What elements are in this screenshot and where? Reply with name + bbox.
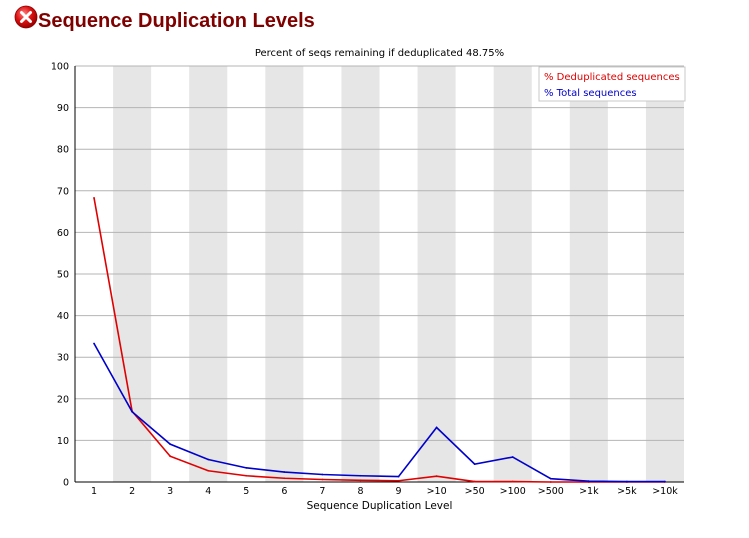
x-tick-label: 9 [396,486,402,497]
data-point-deduplicated [169,455,172,458]
data-point-deduplicated [359,479,362,482]
data-point-total [207,458,210,461]
y-tick-label: 90 [57,103,69,114]
data-point-deduplicated [473,480,476,483]
data-point-deduplicated [321,478,324,481]
chart-legend: % Deduplicated sequences % Total sequence… [538,66,686,102]
x-tick-label: 4 [205,486,211,497]
x-tick-label: >5k [617,486,637,497]
legend-entry: % Deduplicated sequences [544,72,680,83]
x-tick-label: >100 [500,486,526,497]
duplication-levels-chart: 0 10 20 30 40 50 60 70 80 90 100 1 2 3 4 5 6 7 8 9 >10 >50 >10… [51,48,686,512]
data-point-total [664,480,666,483]
error-icon [14,5,38,29]
data-point-total [131,410,133,413]
x-tick-label: 3 [167,486,173,497]
data-point-total [321,473,324,476]
data-point-total [549,477,552,480]
data-point-total [93,342,95,345]
data-point-deduplicated [93,196,95,199]
page-title: Sequence Duplication Levels [38,10,315,32]
data-point-total [435,426,438,429]
data-point-total [473,463,476,466]
series-line-total [93,343,665,483]
y-tick-label: 0 [63,478,69,489]
y-tick-label: 100 [51,62,69,73]
data-point-deduplicated [435,475,438,478]
data-point-deduplicated [511,480,514,483]
data-point-total [359,474,362,477]
x-tick-label: 7 [319,486,325,497]
y-tick-label: 30 [57,353,69,364]
data-point-deduplicated [207,469,210,472]
data-point-deduplicated [245,474,248,477]
data-point-deduplicated [397,479,400,482]
legend-entry: % Total sequences [544,88,637,99]
data-point-deduplicated [549,481,552,483]
x-tick-label: >10k [652,486,678,497]
data-point-deduplicated [283,477,286,480]
y-tick-label: 60 [57,228,69,239]
x-tick-label: 2 [129,486,135,497]
x-tick-label: 5 [243,486,249,497]
y-tick-label: 20 [57,394,69,405]
data-point-total [626,480,628,483]
x-axis-label: Sequence Duplication Level [307,500,453,512]
data-point-total [397,475,400,478]
x-tick-label: 6 [281,486,287,497]
series-line-deduplicated [93,197,665,483]
x-tick-label: >500 [538,486,564,497]
y-tick-label: 40 [57,311,69,322]
x-tick-label: >50 [465,486,485,497]
data-point-total [283,471,286,473]
y-tick-label: 80 [57,145,69,156]
x-tick-label: >10 [427,486,447,497]
data-point-total [245,466,248,469]
y-tick-label: 70 [57,186,69,197]
y-tick-label: 10 [57,436,69,447]
data-point-total [587,480,590,483]
x-tick-label: >1k [579,486,599,497]
x-tick-label: 8 [357,486,363,497]
module-header: Sequence Duplication Levels [0,0,749,40]
legend-box [538,66,686,102]
chart-title: Percent of seqs remaining if deduplicate… [255,48,504,59]
data-point-total [511,456,514,458]
x-tick-label: 1 [91,486,97,497]
y-tick-label: 50 [57,270,69,281]
data-point-total [169,443,172,446]
